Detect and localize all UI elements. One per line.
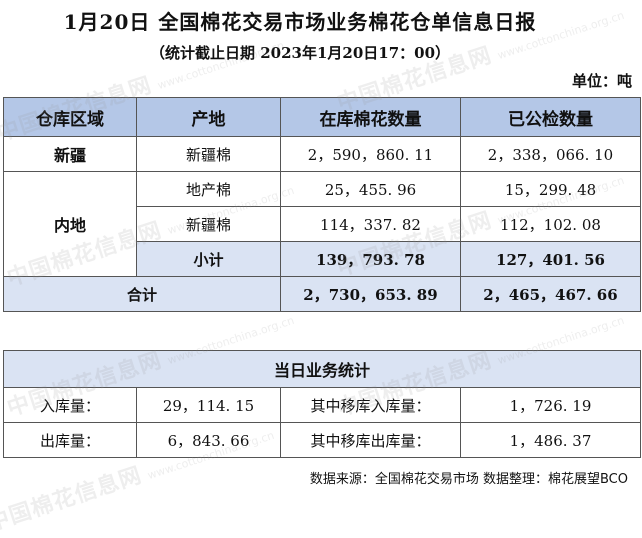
daily-label: 其中移库出库量： — [280, 422, 461, 458]
daily-value: 6，843. 66 — [136, 422, 281, 458]
daily-label: 出库量： — [3, 422, 137, 458]
warehouse-receipt-table: 仓库区域 产地 在库棉花数量 已公检数量 新疆 新疆棉 2，590，860. 1… — [3, 97, 641, 312]
inspected-cell: 2，338，066. 10 — [460, 136, 641, 172]
daily-value: 1，486. 37 — [459, 422, 642, 458]
table-row: 新疆棉 114，337. 82 112，102. 08 — [4, 206, 641, 242]
stock-cell: 114，337. 82 — [280, 206, 461, 242]
table-row: 入库量： 29，114. 15 其中移库入库量： 1，726. 19 — [3, 387, 642, 423]
subtotal-inspected: 127，401. 56 — [460, 241, 641, 277]
region-cell: 新疆 — [3, 136, 137, 172]
daily-label: 其中移库入库量： — [280, 387, 461, 423]
data-source-note: 数据来源：全国棉花交易市场 数据整理：棉花展望BCO — [309, 472, 628, 487]
page-title: 1月20日 全国棉花交易市场业务棉花仓单信息日报 — [63, 10, 537, 34]
subtotal-stock: 139，793. 78 — [280, 241, 461, 277]
daily-value: 29，114. 15 — [136, 387, 281, 423]
daily-value: 1，726. 19 — [459, 387, 642, 423]
total-inspected: 2，465，467. 66 — [460, 276, 641, 312]
table-row: 出库量： 6，843. 66 其中移库出库量： 1，486. 37 — [3, 422, 642, 458]
daily-business-table: 当日业务统计 入库量： 29，114. 15 其中移库入库量： 1，726. 1… — [2, 350, 642, 458]
inspected-cell: 15，299. 48 — [460, 171, 641, 207]
origin-cell: 地产棉 — [136, 171, 281, 207]
subtotal-label: 小计 — [136, 241, 281, 277]
daily-header-row: 当日业务统计 — [2, 350, 642, 388]
column-header: 已公检数量 — [460, 97, 641, 137]
origin-cell: 新疆棉 — [136, 206, 281, 242]
table-header-row: 仓库区域 产地 在库棉花数量 已公检数量 — [3, 97, 641, 137]
subtotal-row: 小计 139，793. 78 127，401. 56 — [4, 241, 641, 277]
total-label: 合计 — [3, 276, 281, 312]
stock-cell: 2，590，860. 11 — [280, 136, 461, 172]
column-header: 在库棉花数量 — [280, 97, 461, 137]
unit-label: 单位：吨 — [571, 72, 632, 90]
column-header: 仓库区域 — [3, 97, 137, 137]
total-row: 合计 2，730，653. 89 2，465，467. 66 — [3, 276, 641, 312]
column-header: 产地 — [136, 97, 281, 137]
table-row: 新疆 新疆棉 2，590，860. 11 2，338，066. 10 — [3, 136, 641, 172]
region-cell: 内地 — [3, 171, 137, 277]
daily-label: 入库量： — [3, 387, 137, 423]
inspected-cell: 112，102. 08 — [460, 206, 641, 242]
total-stock: 2，730，653. 89 — [280, 276, 461, 312]
origin-cell: 新疆棉 — [136, 136, 281, 172]
table-row: 内地 地产棉 25，455. 96 15，299. 48 — [3, 171, 641, 277]
page-subtitle: （统计截止日期 2023年1月20日17：00） — [149, 44, 451, 62]
stock-cell: 25，455. 96 — [280, 171, 461, 207]
daily-title: 当日业务统计 — [2, 350, 642, 388]
